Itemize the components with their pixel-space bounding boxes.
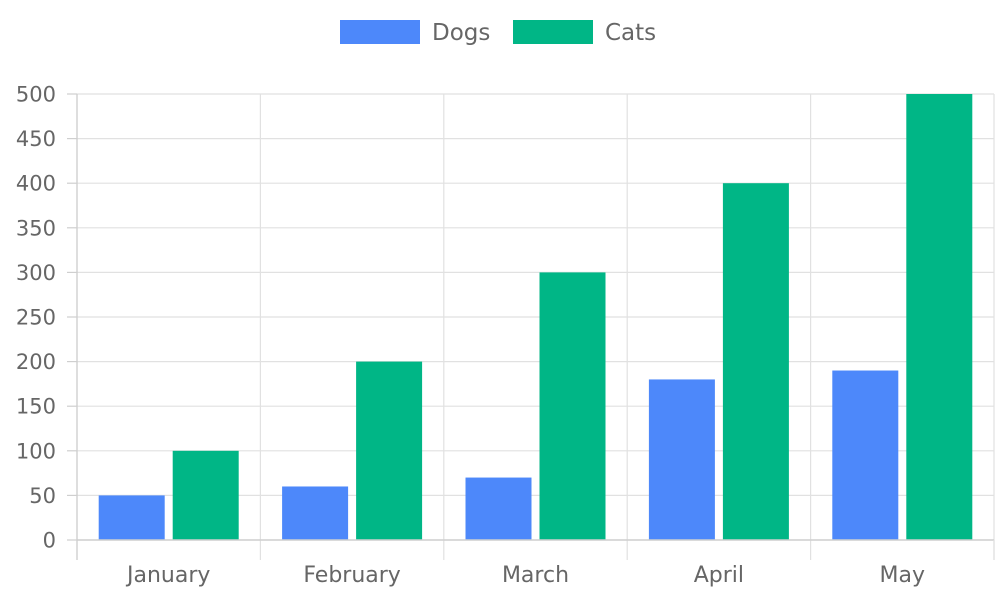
x-tick-label: May (880, 563, 925, 588)
legend-swatch (513, 20, 593, 44)
y-tick-label: 200 (16, 350, 56, 374)
y-tick-label: 350 (16, 216, 56, 240)
bar-cats-january[interactable] (172, 450, 239, 540)
axes (76, 94, 995, 560)
y-axis-ticks: 0 50 100 150 200 250 300 350 400 450 500 (16, 83, 77, 553)
legend: Dogs Cats (340, 20, 656, 46)
legend-label: Cats (605, 20, 656, 46)
y-tick-label: 0 (43, 529, 56, 553)
y-tick-label: 450 (16, 127, 56, 151)
y-tick-label: 50 (29, 484, 56, 508)
y-tick-label: 400 (16, 172, 56, 196)
x-axis-ticks: January February March April May (125, 563, 925, 588)
y-tick-label: 100 (16, 439, 56, 463)
x-tick-label: January (125, 563, 210, 588)
bar-dogs-april[interactable] (648, 379, 715, 540)
x-tick-label: April (694, 563, 744, 588)
bar-dogs-january[interactable] (98, 495, 165, 540)
bar-dogs-february[interactable] (282, 486, 349, 540)
bar-cats-february[interactable] (356, 361, 423, 540)
y-tick-label: 500 (16, 83, 56, 107)
legend-item-dogs[interactable]: Dogs (340, 20, 490, 46)
legend-label: Dogs (432, 20, 490, 46)
legend-swatch (340, 20, 420, 44)
y-tick-label: 300 (16, 261, 56, 285)
bars (98, 94, 973, 540)
x-tick-label: March (502, 563, 569, 588)
bar-dogs-march[interactable] (465, 477, 532, 540)
bar-cats-april[interactable] (722, 183, 789, 540)
bar-cats-march[interactable] (539, 272, 606, 540)
x-tick-label: February (303, 563, 401, 588)
y-tick-label: 150 (16, 395, 56, 419)
y-tick-label: 250 (16, 306, 56, 330)
bar-dogs-may[interactable] (832, 370, 899, 540)
bar-cats-may[interactable] (906, 94, 973, 540)
legend-item-cats[interactable]: Cats (513, 20, 656, 46)
